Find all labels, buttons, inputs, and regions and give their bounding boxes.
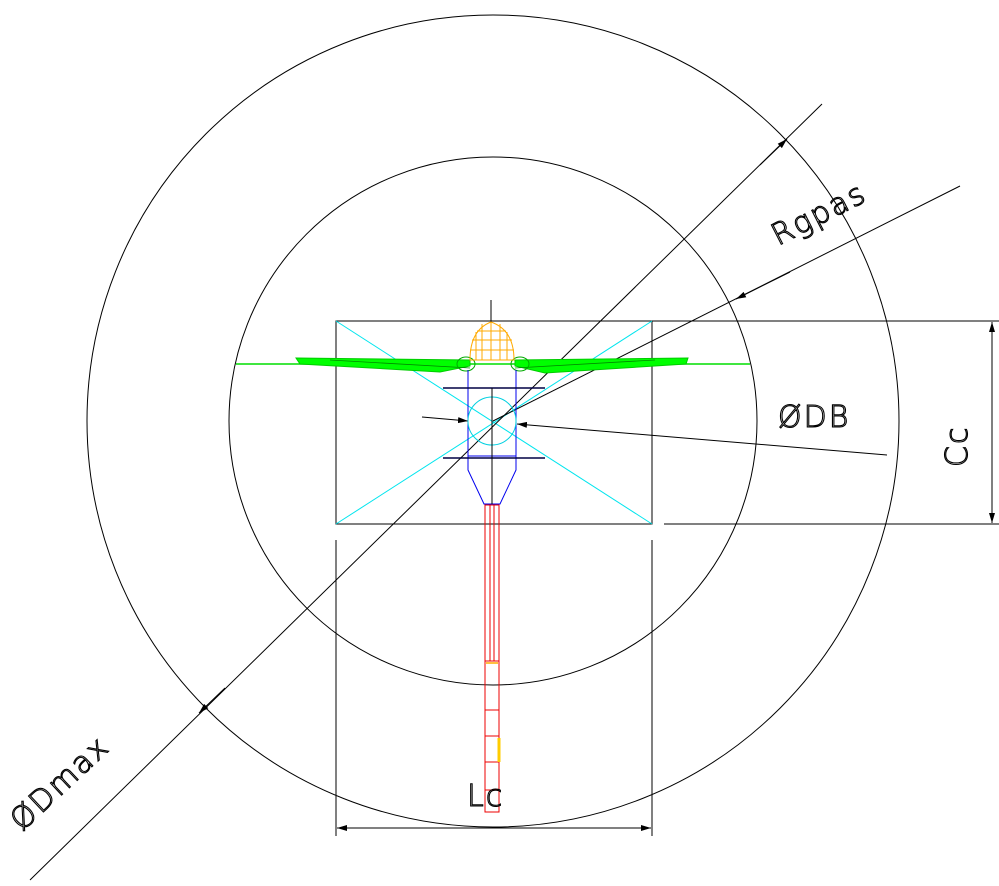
dmax-arrow-lower [198, 687, 226, 714]
db-arrow-left [421, 416, 469, 424]
label-db: ØDB [778, 400, 850, 435]
db-leader-line [516, 421, 888, 456]
rgpas-arrow [735, 271, 791, 300]
rgpas-dimension-line [492, 185, 961, 422]
inner-circle-rgpas [228, 156, 758, 686]
rotor-hub [469, 321, 515, 361]
label-lc: Lc [467, 779, 504, 814]
label-cc: Cc [940, 426, 975, 467]
dmax-arrow-upper [759, 138, 788, 166]
label-rgpas: Rgpas [766, 176, 873, 253]
rotor-blades [236, 356, 750, 374]
diagonal-line-2 [335, 320, 653, 525]
tail-boom [484, 504, 500, 813]
label-dmax: ØDmax [4, 729, 117, 838]
dmax-dimension-line [29, 103, 823, 881]
